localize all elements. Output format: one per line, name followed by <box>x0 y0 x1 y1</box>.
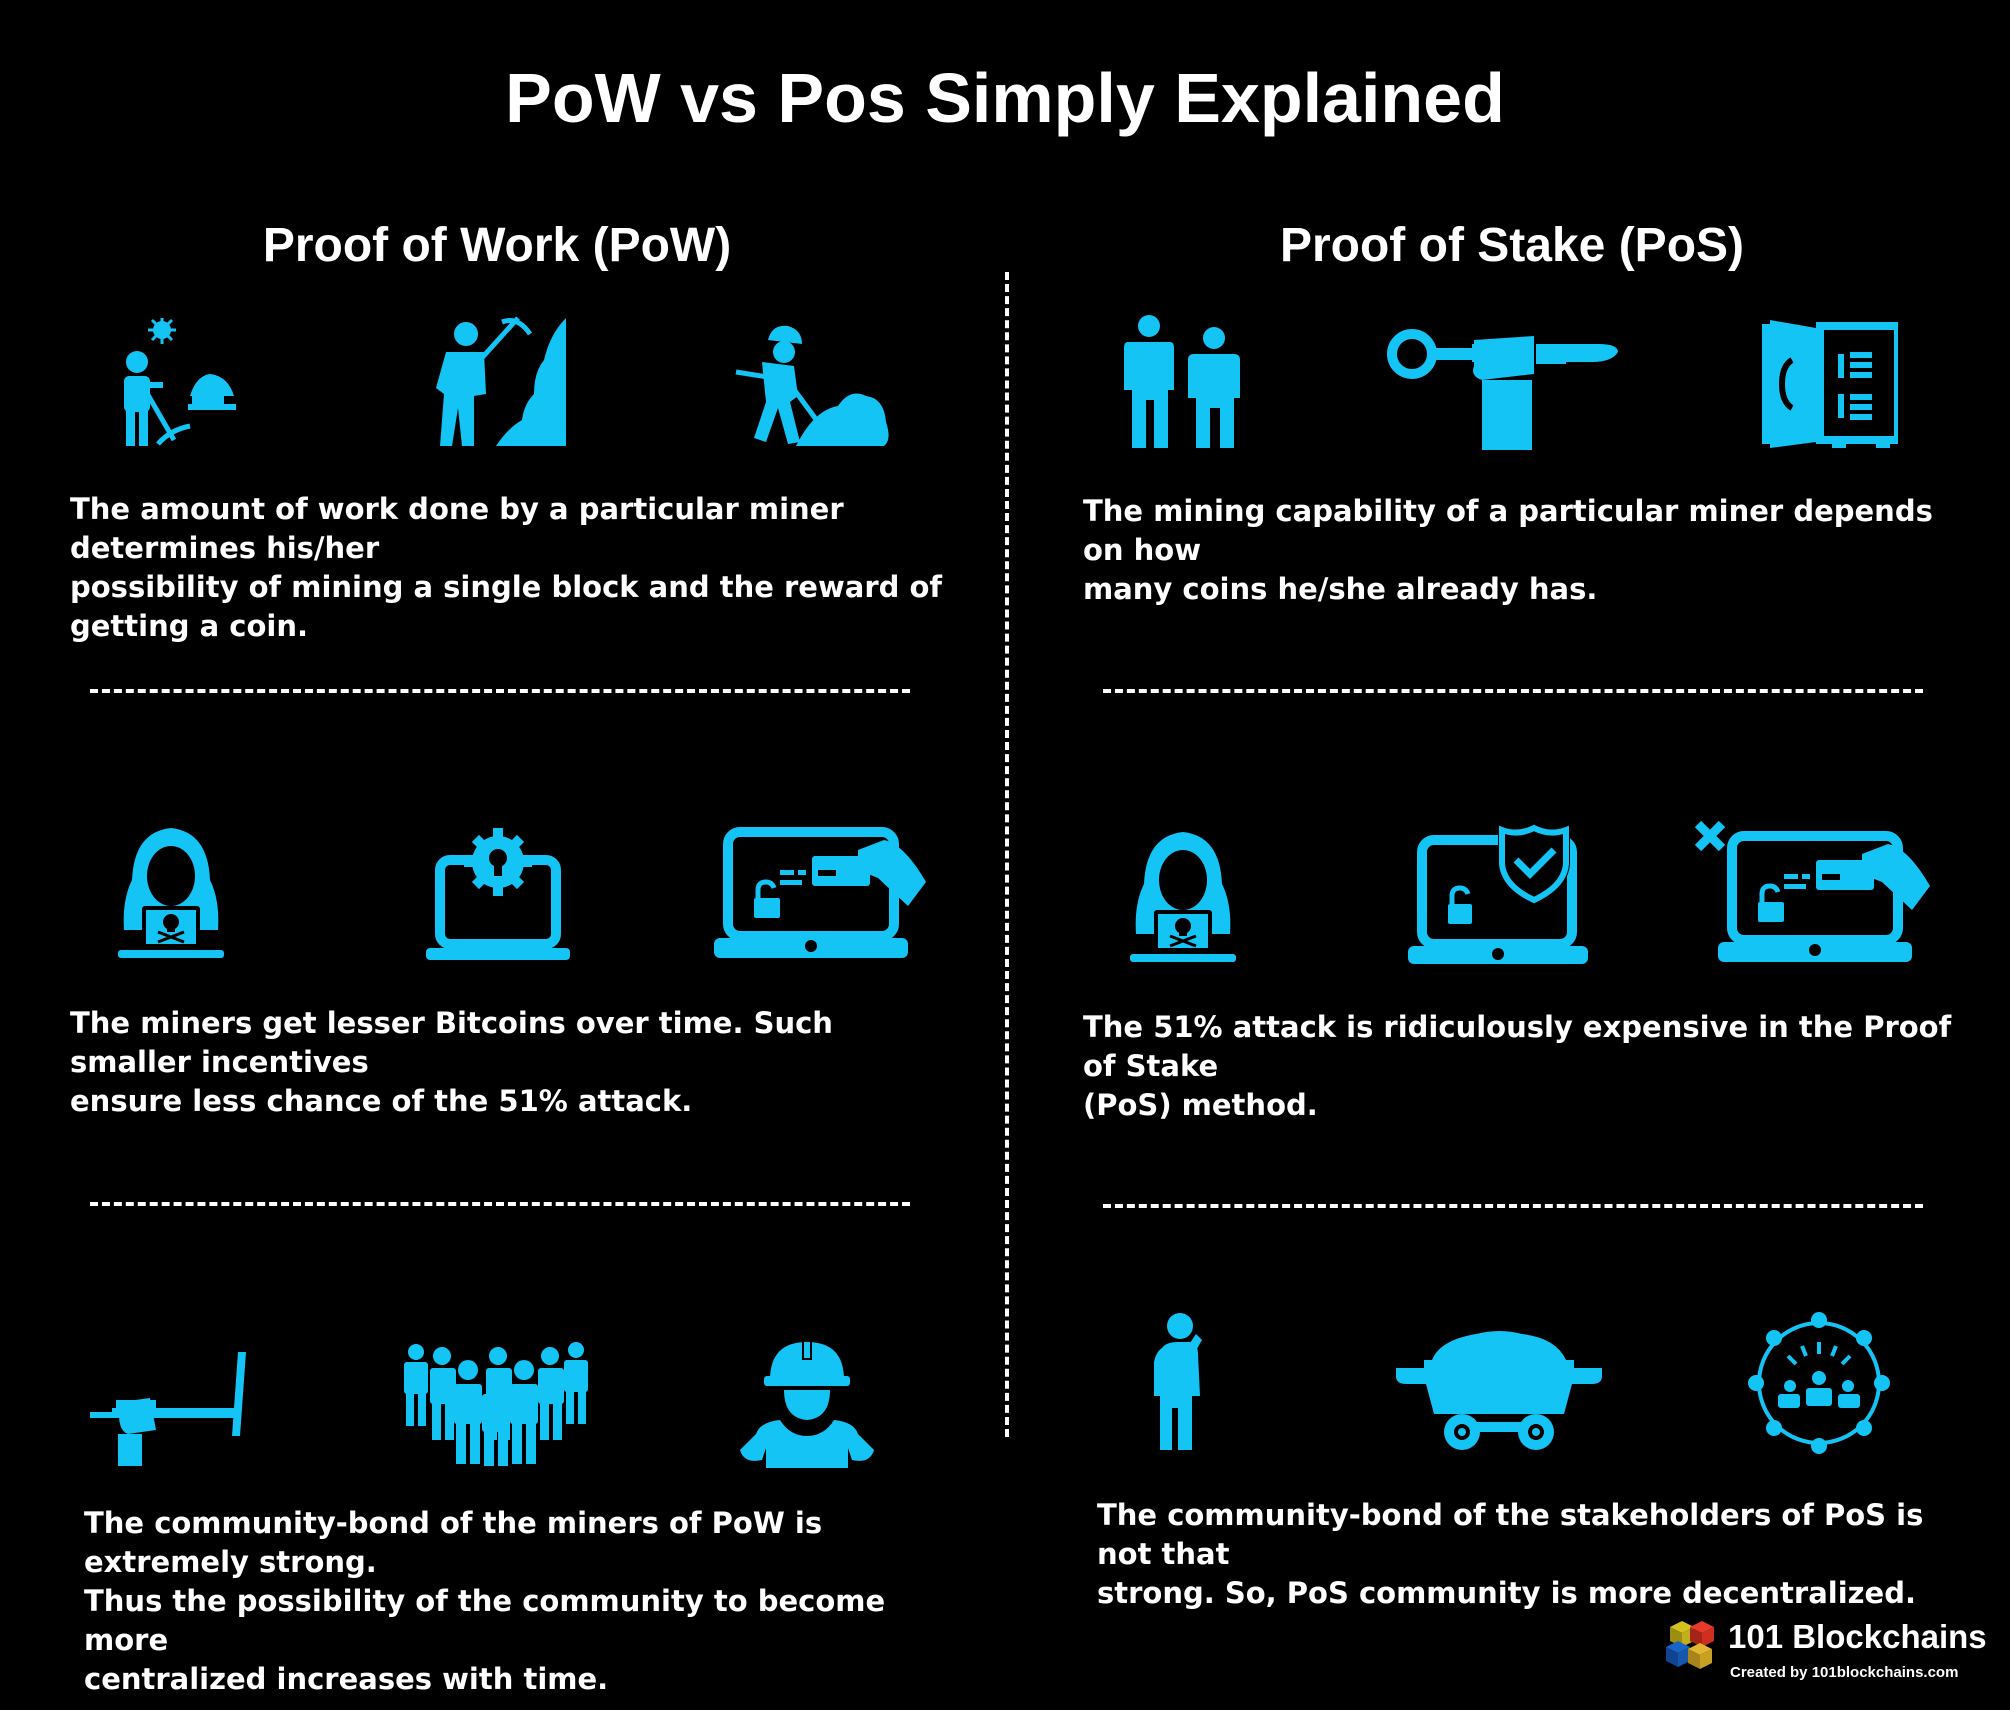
two-people-icon <box>1124 315 1240 448</box>
worker-shoveling-icon <box>735 325 889 446</box>
pos-row-divider-1 <box>1103 689 1923 693</box>
laptop-card-payment-icon <box>714 827 926 958</box>
pos-heading: Proof of Stake (PoS) <box>1279 219 1745 272</box>
pow-description-3: The community-bond of the miners of PoW … <box>84 1506 886 1696</box>
page-title: PoW vs Pos Simply Explained <box>505 59 1505 137</box>
pos-row-divider-2 <box>1103 1204 1923 1208</box>
brand-tagline: Created by 101blockchains.com <box>1730 1664 1959 1681</box>
miner-digging-rock-icon <box>436 316 566 446</box>
laptop-card-cross-icon <box>1694 820 1930 962</box>
miner-with-pickaxe-icon <box>124 318 236 446</box>
laptop-shield-icon <box>1408 824 1588 964</box>
network-group-icon <box>1748 1312 1890 1454</box>
pow-description-2: The miners get lesser Bitcoins over time… <box>70 1006 833 1118</box>
crowd-icon <box>404 1342 588 1466</box>
hand-holding-pickaxe-icon <box>90 1352 246 1466</box>
hacker-icon <box>1130 832 1236 962</box>
mine-cart-icon <box>1396 1331 1602 1450</box>
pow-description-1: The amount of work done by a particular … <box>70 492 943 643</box>
pow-heading: Proof of Work (PoW) <box>262 219 732 272</box>
fist-with-key-icon <box>1387 329 1618 450</box>
miner-helmet-icon <box>740 1340 874 1468</box>
thinking-person-icon <box>1154 1313 1202 1450</box>
laptop-gear-lock-icon <box>426 828 570 960</box>
vault-safe-icon <box>1762 320 1898 448</box>
brand-logo-icon <box>1666 1621 1714 1669</box>
brand-name: 101 Blockchains <box>1728 1618 1987 1655</box>
pos-description-3: The community-bond of the stakeholders o… <box>1097 1498 1924 1610</box>
pos-description-2: The 51% attack is ridiculously expensive… <box>1083 1010 1952 1122</box>
pos-description-1: The mining capability of a particular mi… <box>1083 494 1933 606</box>
pow-row-divider-2 <box>90 1202 910 1206</box>
pow-row-divider-1 <box>90 689 910 693</box>
column-divider <box>1005 272 1009 1437</box>
hacker-icon <box>118 828 224 958</box>
